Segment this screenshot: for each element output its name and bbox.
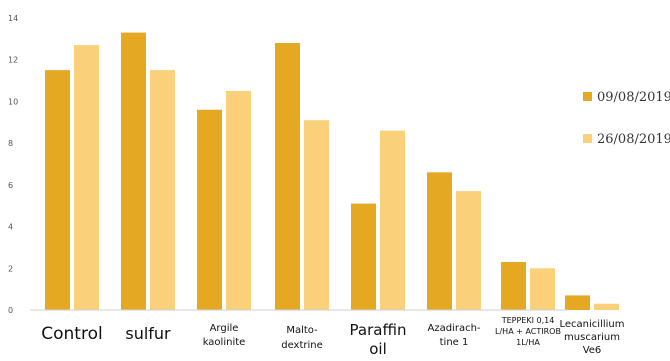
bar-series-1-cat-7 — [501, 262, 526, 310]
y-tick-label: 8 — [8, 139, 13, 148]
x-category-label-line: Paraffin — [350, 321, 407, 339]
y-tick-label: 4 — [8, 223, 13, 232]
x-category-label-line: TEPPEKI 0,14 — [501, 316, 555, 325]
bar-series-2-cat-8 — [594, 303, 619, 310]
x-category-label-line: tine 1 — [440, 337, 469, 348]
y-axis: 0 2 4 6 8 10 12 14 — [8, 14, 18, 315]
x-category-label: Azadirach-tine 1 — [427, 323, 480, 348]
x-category-label-line: Azadirach- — [427, 323, 480, 334]
bar-series-2-cat-7 — [530, 268, 555, 310]
x-category-label-line: dextrine — [281, 340, 323, 351]
bar-series-1-cat-4 — [275, 43, 300, 311]
x-category-label-line: Control — [41, 324, 102, 344]
x-category-label-line: Ve6 — [583, 345, 602, 356]
bar-series-1-cat-1 — [45, 70, 70, 311]
legend-item-series-2: 26/08/2019 — [583, 132, 670, 147]
x-category-label: Lecanicillium muscarium Ve6 — [560, 319, 625, 356]
y-tick-label: 10 — [8, 97, 18, 106]
x-category-label: TEPPEKI 0,14 L/HA + ACTIROB 1L/HA — [495, 316, 561, 347]
x-category-label: Argile kaolinite — [203, 323, 246, 348]
x-category-label-line: sulfur — [125, 324, 171, 343]
x-category-label: Paraffin oil — [350, 321, 407, 358]
x-category-label-line: kaolinite — [203, 337, 246, 348]
x-category-label-line: muscarium — [564, 332, 620, 343]
y-tick-label: 6 — [8, 181, 13, 190]
x-category-label: sulfur — [125, 324, 171, 343]
bar-series-1-cat-8 — [565, 295, 590, 310]
bar-series-2-cat-6 — [456, 191, 481, 310]
y-tick-label: 0 — [8, 306, 13, 315]
legend-item-series-1: 09/08/2019 — [583, 90, 670, 105]
x-category-label-line: Lecanicillium — [560, 319, 625, 330]
y-tick-label: 12 — [8, 56, 18, 65]
x-category-label: Malto-dextrine — [281, 325, 323, 351]
legend-swatch-series-1 — [583, 92, 592, 101]
bar-series-2-cat-1 — [74, 45, 99, 310]
bar-series-1-cat-2 — [121, 32, 146, 310]
bar-series-1-cat-6 — [427, 172, 452, 310]
bar-series-2-cat-4 — [304, 120, 329, 310]
bar-series-1-cat-3 — [197, 109, 222, 311]
x-category-label: Control — [41, 324, 102, 344]
x-category-label-line: oil — [369, 340, 387, 358]
legend-swatch-series-2 — [583, 134, 592, 143]
x-category-label-line: L/HA + ACTIROB — [495, 327, 561, 336]
bar-series-1-cat-5 — [351, 203, 376, 310]
y-tick-label: 14 — [8, 14, 18, 23]
x-category-label-line: Argile — [210, 323, 239, 334]
bar-series-2-cat-2 — [150, 70, 175, 311]
x-category-label-line: Malto- — [286, 325, 318, 336]
bar-series-2-cat-5 — [380, 130, 405, 310]
legend-label-series-1: 09/08/2019 — [597, 90, 670, 105]
x-category-label-line: 1L/HA — [516, 338, 540, 347]
bars — [45, 32, 619, 311]
x-axis-labels: Control sulfur Argile kaolinite Malto-dextri… — [41, 316, 624, 358]
legend-label-series-2: 26/08/2019 — [597, 132, 670, 147]
y-tick-label: 2 — [8, 264, 13, 273]
bar-series-2-cat-3 — [226, 91, 251, 310]
